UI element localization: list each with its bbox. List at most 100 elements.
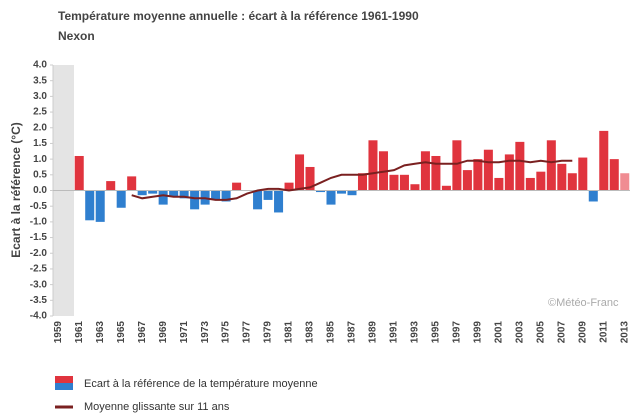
bar — [420, 151, 430, 191]
y-tick-label: 3.0 — [33, 91, 47, 102]
x-tick-label: 1971 — [179, 321, 190, 344]
x-tick-label: 1959 — [53, 321, 64, 344]
x-tick-label: 1991 — [389, 321, 400, 344]
x-tick-label: 1987 — [347, 321, 358, 344]
chart-subtitle: Nexon — [58, 29, 95, 43]
x-tick-label: 1969 — [158, 321, 169, 344]
x-tick-label: 1967 — [137, 321, 148, 344]
bar — [211, 190, 221, 200]
legend-label: Moyenne glissante sur 11 ans — [84, 401, 230, 413]
watermark: ©Météo-Franc — [548, 297, 619, 309]
bar — [609, 159, 619, 191]
x-tick-label: 1979 — [263, 321, 274, 344]
x-tick-label: 1985 — [326, 321, 337, 344]
bar — [546, 140, 556, 191]
bar — [263, 190, 273, 200]
y-tick-label: -1.0 — [30, 217, 48, 228]
x-tick-label: 1981 — [284, 321, 295, 344]
bar — [295, 154, 305, 191]
x-tick-label: 2011 — [598, 321, 609, 343]
bar — [494, 177, 504, 191]
bar — [116, 190, 126, 208]
bar — [85, 190, 95, 221]
bar — [95, 190, 105, 222]
x-tick-label: 2009 — [577, 321, 588, 344]
bar — [326, 190, 336, 205]
bar — [253, 190, 263, 210]
bar — [274, 190, 284, 213]
bar — [473, 159, 483, 191]
x-tick-label: 1965 — [116, 321, 127, 344]
bar — [525, 177, 535, 191]
chart-title: Température moyenne annuelle : écart à l… — [58, 9, 419, 23]
x-tick-label: 1975 — [221, 321, 232, 344]
x-tick-label: 1989 — [368, 321, 379, 344]
bar — [347, 190, 357, 196]
y-tick-label: 2.5 — [33, 107, 47, 118]
bar — [106, 181, 116, 191]
x-tick-label: 1995 — [431, 321, 442, 344]
x-tick-label: 1973 — [200, 321, 211, 344]
x-tick-label: 1993 — [410, 321, 421, 344]
bar — [232, 182, 242, 191]
x-tick-label: 2013 — [619, 321, 630, 344]
bar — [462, 170, 472, 191]
bar — [557, 163, 567, 191]
y-tick-label: 1.5 — [33, 138, 47, 149]
y-tick-label: -2.0 — [30, 248, 48, 259]
y-tick-label: -1.5 — [30, 232, 48, 243]
x-tick-label: 2003 — [514, 321, 525, 344]
bar — [599, 130, 609, 191]
moving-average-line — [131, 159, 573, 201]
bar — [158, 190, 168, 205]
bar — [190, 190, 200, 210]
y-tick-label: 3.5 — [33, 75, 47, 86]
bar — [169, 190, 179, 197]
bar — [620, 173, 630, 191]
bar — [483, 149, 493, 191]
y-tick-label: 2.0 — [33, 122, 47, 133]
bar — [389, 174, 399, 191]
bar — [148, 190, 158, 194]
x-tick-label: 2005 — [535, 321, 546, 344]
y-tick-label: -2.5 — [30, 264, 48, 275]
y-tick-label: -4.0 — [30, 311, 48, 322]
y-tick-label: -3.0 — [30, 279, 48, 290]
bar — [441, 185, 451, 191]
bar — [221, 190, 231, 202]
y-tick-label: 1.0 — [33, 154, 47, 165]
bar — [588, 190, 598, 202]
bar — [127, 176, 137, 191]
x-tick-label: 1997 — [452, 321, 463, 344]
bar — [179, 190, 189, 199]
bar — [410, 184, 420, 191]
y-tick-label: -3.5 — [30, 295, 48, 306]
bar — [305, 166, 315, 191]
y-tick-label: 4.0 — [33, 60, 47, 71]
bar — [536, 171, 546, 191]
bar — [504, 154, 514, 191]
bar — [431, 155, 441, 191]
x-tick-label: 1963 — [95, 321, 106, 344]
bar — [567, 173, 577, 191]
bar — [578, 157, 588, 191]
bar — [316, 190, 326, 193]
y-tick-label: 0.5 — [33, 169, 47, 180]
bar — [368, 140, 378, 191]
y-tick-label: -0.5 — [30, 201, 48, 212]
bar — [515, 141, 525, 191]
x-tick-label: 1999 — [473, 321, 484, 344]
bar — [452, 140, 462, 191]
y-axis-label: Ecart à la référence (°C) — [9, 122, 23, 258]
legend-swatch-bottom — [55, 383, 73, 390]
bar — [399, 174, 409, 191]
bar — [357, 173, 367, 191]
x-tick-label: 1977 — [242, 321, 253, 344]
x-tick-label: 2007 — [556, 321, 567, 344]
x-tick-label: 2001 — [494, 321, 505, 344]
bar — [137, 190, 147, 196]
x-tick-label: 1961 — [74, 321, 85, 344]
legend-swatch-top — [55, 376, 73, 383]
bar — [336, 190, 347, 194]
